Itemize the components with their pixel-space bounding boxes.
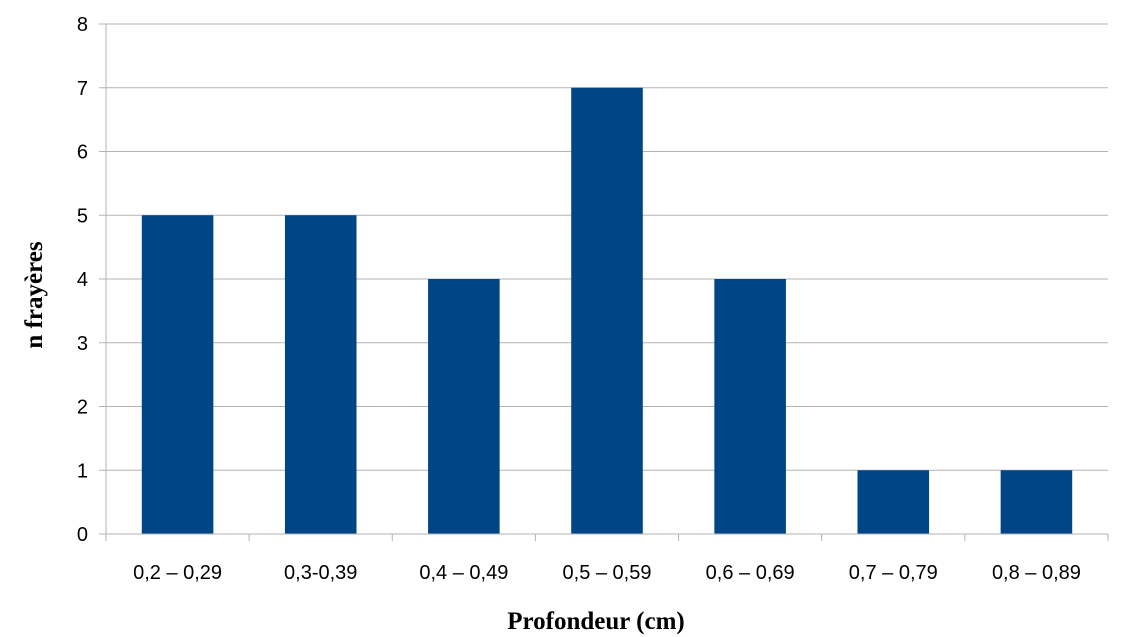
bar-6: [857, 470, 930, 534]
bar-1: [141, 215, 214, 534]
x-tick-label-5: 0,6 – 0,69: [706, 562, 795, 584]
bar-7: [1000, 470, 1073, 534]
x-tick-labels: 0,2 – 0,29 0,3-0,39 0,4 – 0,49 0,5 – 0,59 0,…: [133, 562, 1081, 584]
y-tick-label-0: 0: [77, 524, 88, 546]
bar-2: [284, 215, 357, 534]
x-tick-label-7: 0,8 – 0,89: [992, 562, 1081, 584]
y-tick-label-8: 8: [77, 14, 88, 36]
bar-4: [571, 87, 643, 534]
x-tick-label-4: 0,5 – 0,59: [563, 562, 652, 584]
bar-5: [714, 279, 786, 534]
y-tick-label-2: 2: [77, 397, 88, 419]
y-tick-label-3: 3: [77, 333, 88, 355]
x-tick-label-1: 0,2 – 0,29: [133, 562, 222, 584]
y-tick-label-4: 4: [77, 269, 88, 291]
bar-3: [428, 279, 500, 534]
y-tick-labels: 0 1 2 3 4 5 6 7 8: [77, 14, 88, 546]
x-tick-label-6: 0,7 – 0,79: [849, 562, 938, 584]
y-tick-label-6: 6: [77, 142, 88, 164]
axes: [99, 23, 1109, 541]
x-tick-label-2: 0,3-0,39: [284, 562, 357, 584]
y-tick-label-5: 5: [77, 205, 88, 227]
y-tick-label-1: 1: [77, 460, 88, 482]
y-axis-title: n frayères: [21, 241, 48, 348]
x-tick-label-3: 0,4 – 0,49: [419, 562, 508, 584]
x-axis-title: Profondeur (cm): [507, 608, 685, 635]
bars: [141, 87, 1073, 534]
y-tick-label-7: 7: [77, 78, 88, 100]
